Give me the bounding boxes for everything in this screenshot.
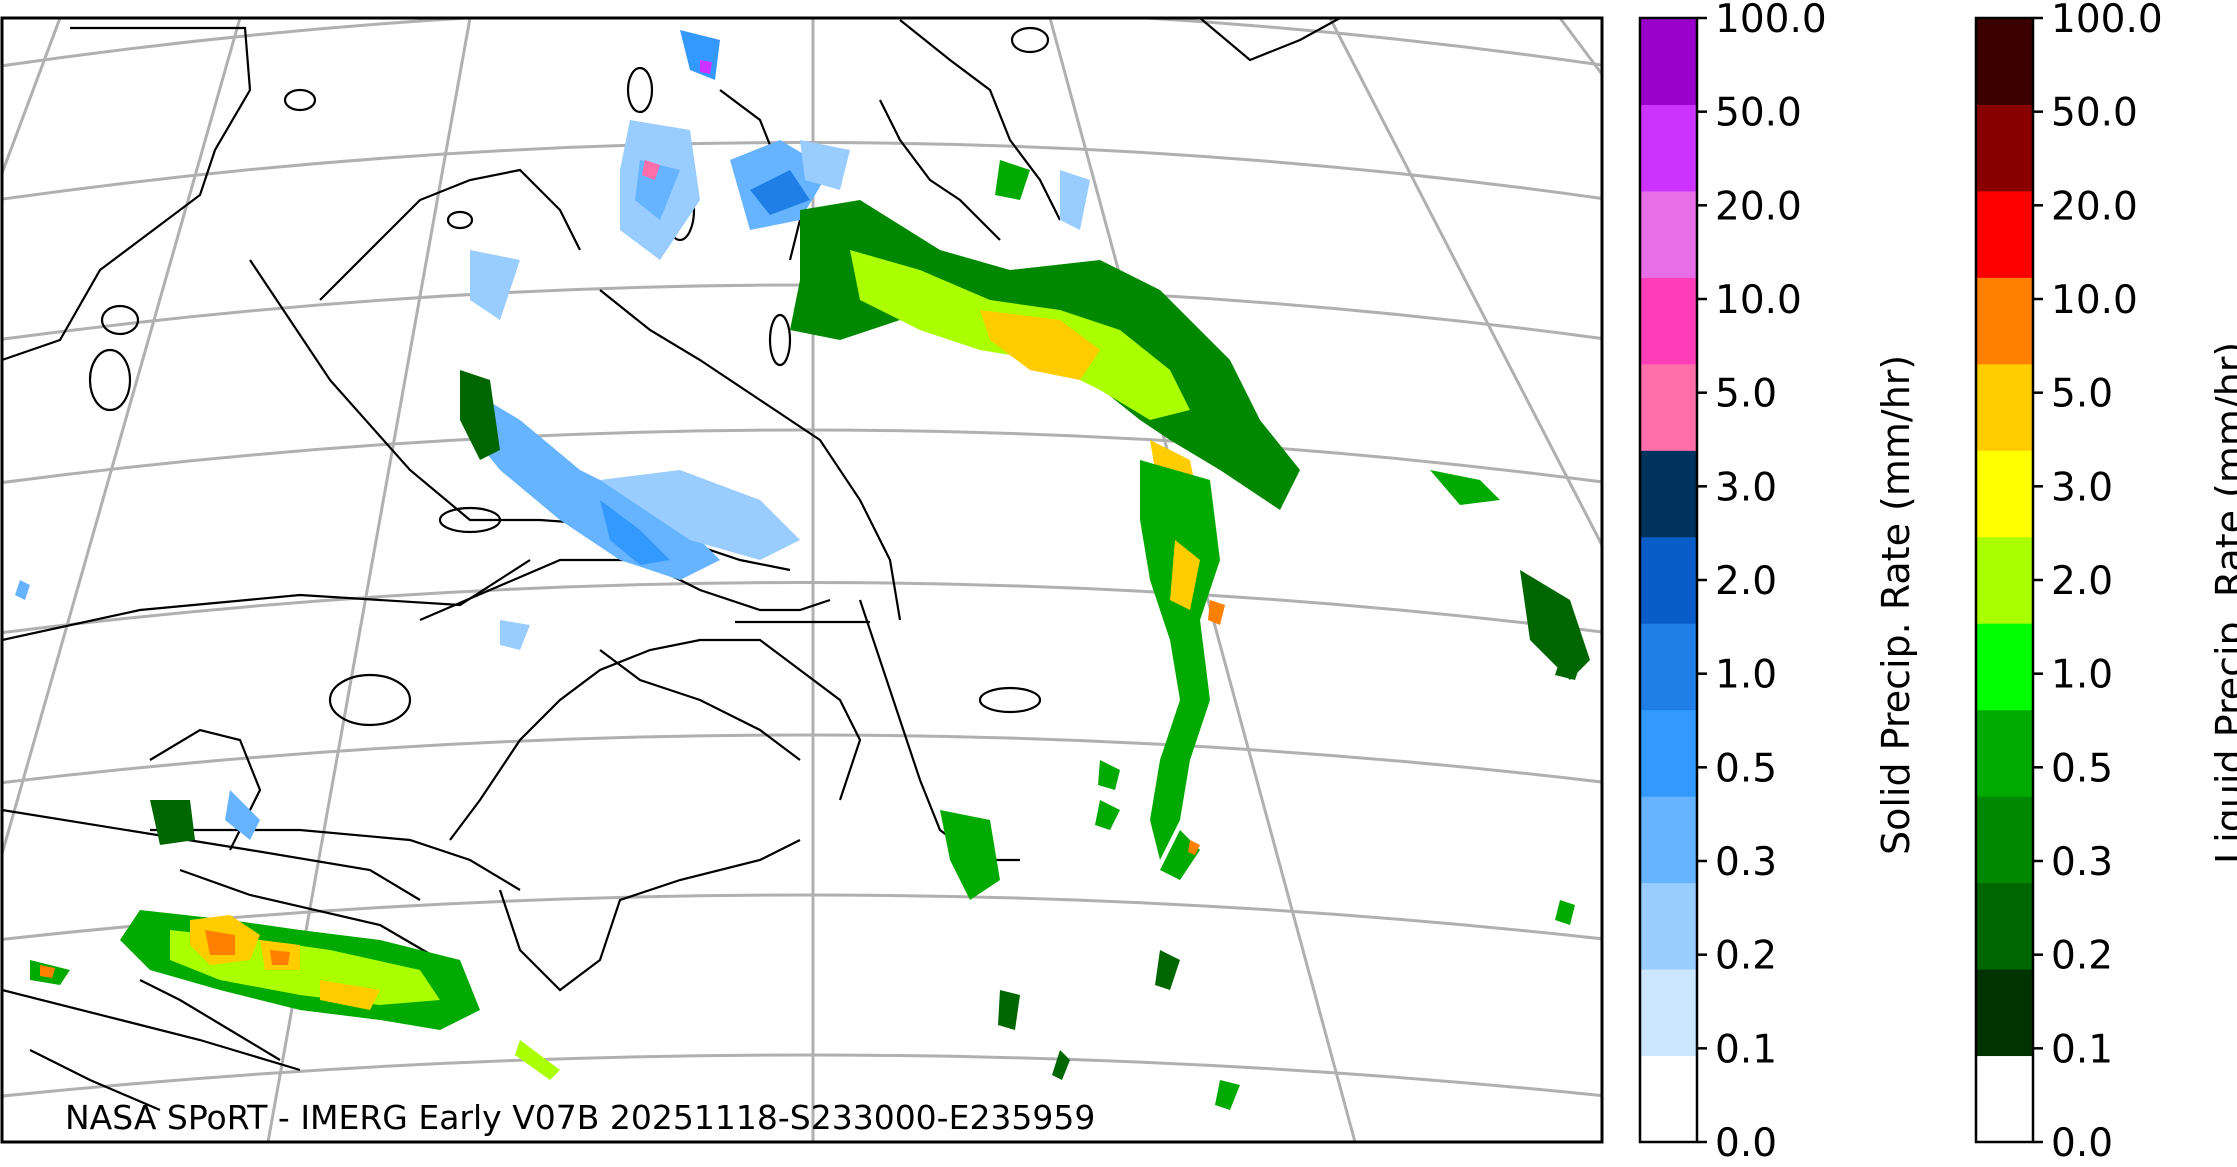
solid-colorbar-color-segment [1640,709,1697,797]
latitude-line [2,581,1602,635]
liquid-colorbar-color-segment [1976,623,2033,711]
liquid-precip-field [30,160,1590,1110]
latitude-line [2,428,1602,485]
liquid-colorbar-tick-label: 10.0 [2051,278,2138,323]
solid-colorbar-color-segment [1640,18,1697,105]
liquid-colorbar-tick-label: 50.0 [2051,91,2138,136]
solid-colorbar-tick-label: 0.0 [1715,1121,1777,1166]
solid-colorbar-color-segment [1640,450,1697,538]
liquid-colorbar-color-segment [1976,882,2033,970]
solid-colorbar-tick-label: 0.5 [1715,746,1777,791]
solid-colorbar-color-segment [1640,190,1697,278]
solid-colorbar-tick-label: 100.0 [1715,0,1827,42]
liquid-colorbar-color-segment [1976,363,2033,451]
liquid-colorbar-tick-label: 1.0 [2051,653,2113,698]
liquid-colorbar-tick-label: 0.1 [2051,1027,2113,1072]
solid-colorbar-color-segment [1640,623,1697,711]
solid-colorbar-color-segment [1640,796,1697,884]
longitude-line [1328,18,1602,549]
solid-colorbar-title: Solid Precip. Rate (mm/hr) [1874,354,1918,855]
liquid-colorbar-tick-label: 5.0 [2051,372,2113,417]
solid-colorbar-color-segment [1640,277,1697,365]
solid-colorbar-color-segment [1640,969,1697,1057]
latitude-line [2,1053,1602,1098]
liquid-colorbar-tick-label: 20.0 [2051,184,2138,229]
liquid-colorbar-tick-label: 0.2 [2051,934,2113,979]
liquid-colorbar-color-segment [1976,796,2033,884]
solid-colorbar-tick-label: 20.0 [1715,184,1802,229]
liquid-colorbar-color-segment [1976,536,2033,624]
liquid-colorbar-color-segment [1976,277,2033,365]
latitude-line [2,893,1602,941]
liquid-colorbar-color-segment [1976,18,2033,105]
solid-colorbar-color-segment [1640,1055,1697,1143]
liquid-colorbar-color-segment [1976,104,2033,192]
solid-colorbar-tick-label: 10.0 [1715,278,1802,323]
solid-colorbar-tick-label: 3.0 [1715,465,1777,510]
solid-colorbar-tick-label: 0.3 [1715,840,1777,885]
liquid-colorbar: 0.0 0.1 0.2 0.3 0.5 1.0 2.0 3.0 5.0 10.0 20.0 50.0 1… [1974,0,2163,1166]
liquid-colorbar-tick-label: 0.5 [2051,746,2113,791]
liquid-colorbar-color-segment [1976,1055,2033,1143]
solid-colorbar-color-segment [1640,882,1697,970]
solid-colorbar-color-segment [1640,363,1697,451]
solid-colorbar-tick-label: 5.0 [1715,372,1777,417]
liquid-colorbar-tick-label: 0.0 [2051,1121,2113,1166]
liquid-colorbar-tick-label: 100.0 [2051,0,2163,42]
solid-colorbar-tick-label: 2.0 [1715,559,1777,604]
latitude-line [0,0,2200,60]
solid-colorbar-color-segment [1640,536,1697,624]
liquid-colorbar-color-segment [1976,709,2033,797]
liquid-colorbar-tick-label: 2.0 [2051,559,2113,604]
map-frame [0,16,1604,1144]
liquid-colorbar-tick-label: 0.3 [2051,840,2113,885]
latitude-line [2,733,1602,785]
solid-colorbar-tick-label: 0.1 [1715,1027,1777,1072]
liquid-colorbar-color-segment [1976,969,2033,1057]
solid-colorbar: 0.0 0.1 0.2 0.3 0.5 1.0 2.0 3.0 5.0 10.0 20.0 50.0 1… [1638,0,1827,1166]
solid-colorbar-tick-label: 0.2 [1715,934,1777,979]
liquid-colorbar-color-segment [1976,450,2033,538]
solid-colorbar-tick-label: 1.0 [1715,653,1777,698]
solid-colorbar-tick-label: 50.0 [1715,91,1802,136]
liquid-colorbar-title: Liquid Precip. Rate (mm/hr) [2208,341,2237,864]
liquid-colorbar-tick-label: 3.0 [2051,465,2113,510]
solid-colorbar-color-segment [1640,104,1697,192]
latitude-line [2,18,1602,68]
footer-caption: NASA SPoRT - IMERG Early V07B 20251118-S… [65,1098,1096,1137]
liquid-colorbar-color-segment [1976,190,2033,278]
